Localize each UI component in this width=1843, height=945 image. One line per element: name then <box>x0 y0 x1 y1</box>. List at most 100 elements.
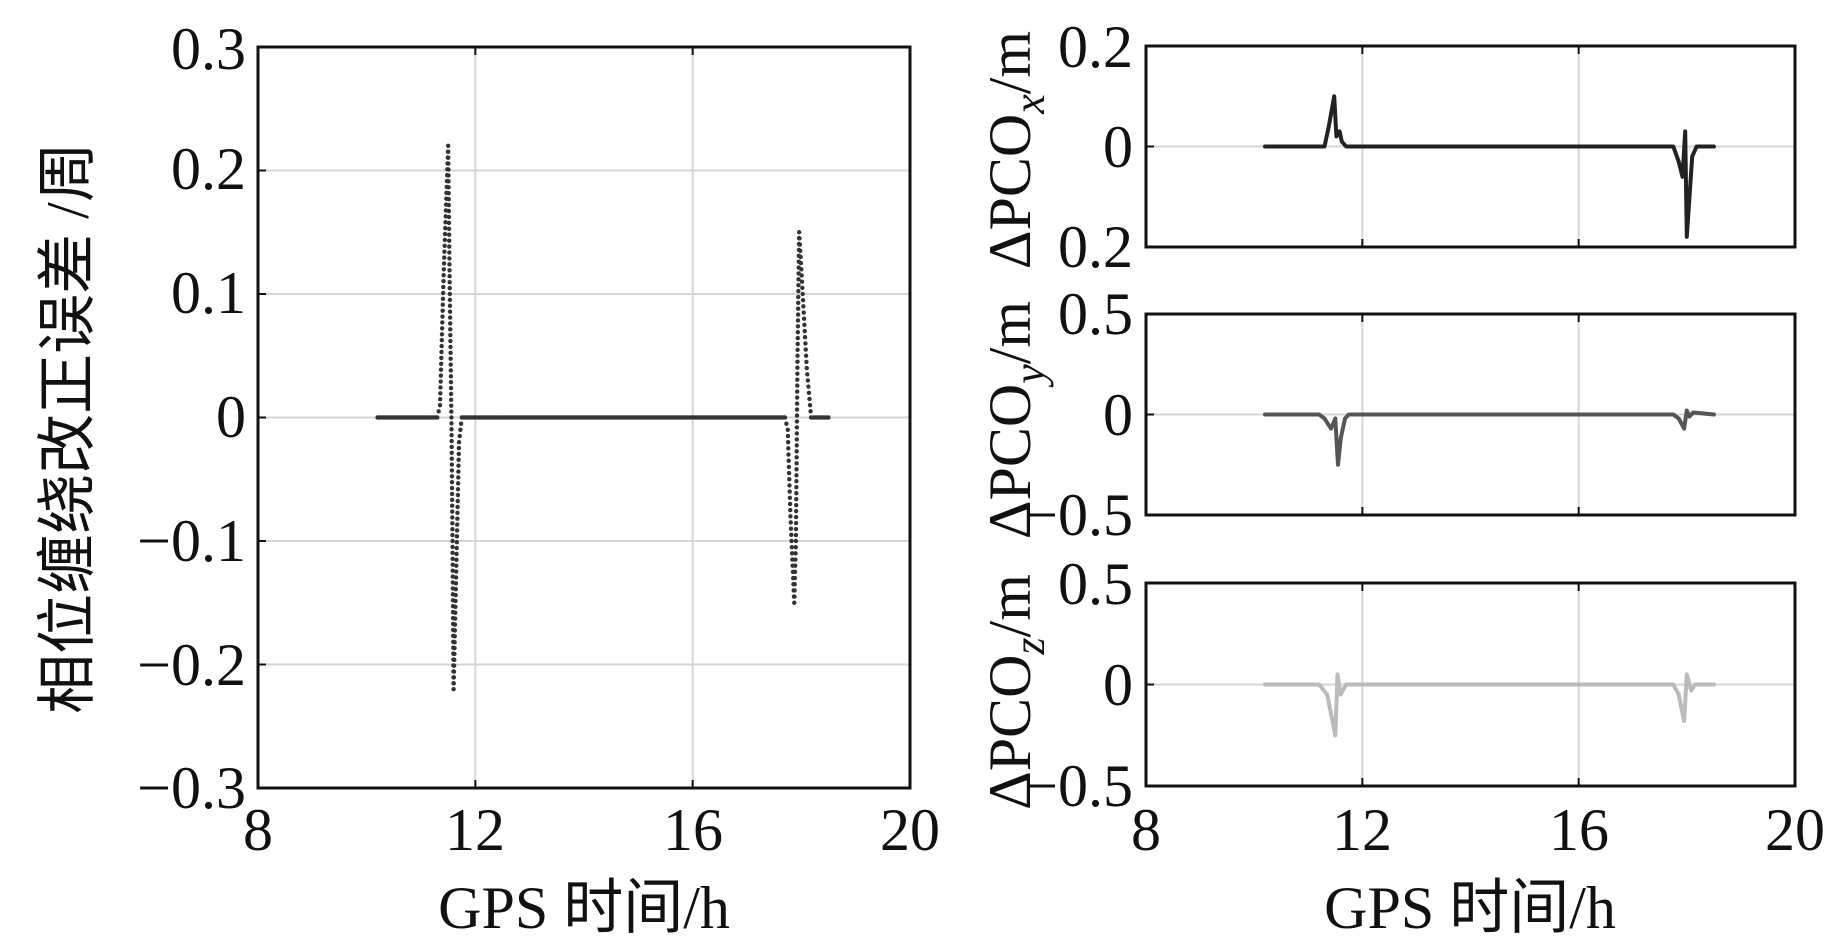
scatter-point <box>792 569 798 575</box>
scatter-point <box>452 645 457 651</box>
scatter-point <box>452 628 458 633</box>
scatter-point <box>788 514 793 519</box>
dpco-z-ytick-label: 0.5 <box>1058 551 1133 617</box>
scatter-point <box>789 538 794 544</box>
scatter-point <box>453 587 458 592</box>
scatter-point <box>446 173 451 178</box>
scatter-point <box>450 527 455 532</box>
scatter-point <box>450 515 455 520</box>
scatter-point <box>446 185 451 190</box>
phase-windup-xtick-label: 12 <box>445 797 505 863</box>
phase-windup-ytick-label: 0 <box>216 384 246 450</box>
scatter-point <box>792 575 798 581</box>
scatter-point <box>448 338 453 344</box>
phase-windup-x-axis-title: GPS 时间/h <box>438 875 730 941</box>
scatter-point <box>449 456 454 461</box>
scatter-point <box>456 440 462 445</box>
scatter-point <box>455 522 460 527</box>
scatter-point <box>449 415 454 420</box>
scatter-point <box>795 377 800 382</box>
scatter-point <box>452 622 458 627</box>
scatter-point <box>448 362 453 367</box>
scatter-point <box>453 575 459 580</box>
phase-windup-ytick-label: 0.1 <box>171 260 246 326</box>
scatter-point <box>443 214 448 219</box>
scatter-point <box>794 473 799 478</box>
scatter-point <box>447 315 453 320</box>
dpco-y-panel: 0.5 0 −0.5 <box>1024 281 1797 548</box>
dpco-z-x-axis-title: GPS 时间/h <box>1324 875 1616 941</box>
scatter-point <box>439 349 444 355</box>
dpco-z-xtick-label: 16 <box>1549 797 1609 863</box>
scatter-point <box>794 490 799 496</box>
scatter-point <box>442 255 447 260</box>
dpco-x-y-axis-title: ΔPCOx/m <box>977 31 1054 269</box>
scatter-point <box>449 450 454 455</box>
scatter-point <box>452 639 457 645</box>
scatter-point <box>449 432 454 438</box>
scatter-point <box>442 237 448 243</box>
scatter-point <box>451 669 457 674</box>
scatter-point <box>439 355 444 361</box>
scatter-point <box>437 402 443 408</box>
scatter-point <box>446 161 451 166</box>
scatter-point <box>793 532 799 538</box>
scatter-point <box>786 464 792 470</box>
scatter-point <box>447 321 453 326</box>
scatter-point <box>808 409 813 414</box>
series-line <box>1263 672 1716 738</box>
scatter-point <box>438 367 444 372</box>
scatter-point <box>446 226 452 231</box>
scatter-point <box>798 254 803 260</box>
scatter-point <box>795 335 800 341</box>
scatter-point <box>795 383 800 388</box>
scatter-point <box>447 256 452 261</box>
scatter-point <box>441 261 447 266</box>
scatter-point <box>443 220 448 225</box>
scatter-point <box>446 208 452 214</box>
scatter-point <box>800 291 805 297</box>
phase-windup-panel: 0.3 0.2 0.1 0 −0.1 −0.2 −0.3 8 12 16 20 … <box>35 16 940 941</box>
scatter-point <box>449 403 454 408</box>
scatter-point <box>456 451 461 457</box>
scatter-point <box>796 230 802 235</box>
scatter-point <box>447 262 452 267</box>
scatter-point <box>795 330 801 335</box>
scatter-point <box>792 600 797 605</box>
scatter-point <box>784 421 789 426</box>
scatter-point <box>453 592 458 598</box>
scatter-point <box>447 250 452 255</box>
series-line <box>1263 408 1716 467</box>
scatter-point <box>799 279 805 284</box>
scatter-point <box>447 285 452 291</box>
scatter-point <box>442 249 447 254</box>
scatter-point <box>795 371 800 376</box>
phase-windup-plot-frame <box>256 45 912 790</box>
scatter-point <box>449 485 455 491</box>
scatter-point <box>458 427 463 433</box>
dpco-x-ytick-label: 0.2 <box>1058 14 1133 80</box>
scatter-point <box>447 274 452 279</box>
scatter-point <box>440 296 446 302</box>
scatter-point <box>440 314 445 319</box>
scatter-point <box>448 350 453 356</box>
scatter-point <box>806 384 811 389</box>
scatter-point <box>801 304 806 309</box>
scatter-point <box>451 687 456 692</box>
scatter-point <box>795 389 800 394</box>
scatter-point <box>794 395 800 400</box>
scatter-point <box>795 312 801 317</box>
scatter-point <box>798 260 804 266</box>
scatter-point <box>455 498 460 504</box>
scatter-point <box>807 402 813 408</box>
scatter-point <box>449 474 455 479</box>
scatter-point <box>454 534 460 539</box>
scatter-point <box>793 520 799 526</box>
phase-windup-ytick-label: −0.1 <box>137 508 246 574</box>
scatter-point <box>446 149 451 154</box>
dpco-x-ytick-label: 0.2 <box>1058 214 1133 280</box>
scatter-point <box>802 328 807 334</box>
scatter-point <box>440 302 446 307</box>
scatter-point <box>794 479 799 484</box>
scatter-point <box>452 651 457 657</box>
